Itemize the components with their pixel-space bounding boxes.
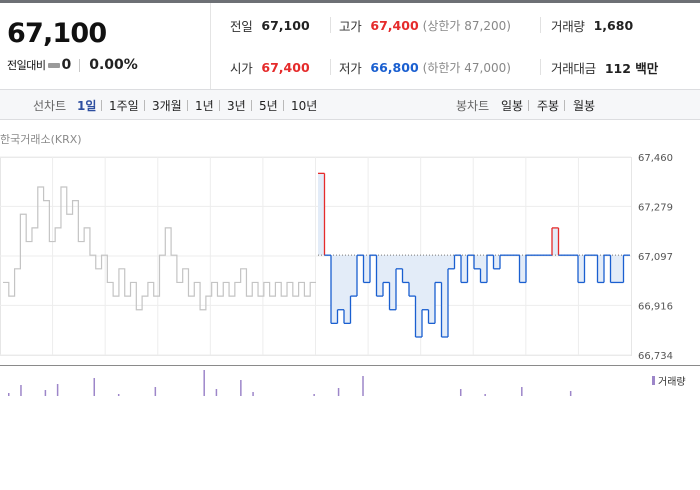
volume-bar [215, 389, 218, 396]
volume-bar [521, 387, 523, 396]
change-divider [79, 58, 81, 72]
info-divider [540, 17, 541, 33]
volume-label: 거래량 [551, 18, 585, 34]
period-tab-1y[interactable]: 1년 [195, 99, 214, 113]
period-divider [219, 100, 220, 111]
volume-bar [484, 394, 486, 396]
volume-bar [20, 385, 22, 396]
volume-bar [117, 394, 120, 396]
volume-bar [240, 380, 242, 396]
candle-tab-weekly[interactable]: 주봉 [537, 99, 560, 113]
low-value: 66,800 [370, 59, 419, 75]
trade-amount-cell: 거래대금 112 백만 [551, 58, 658, 76]
volume-bar [203, 370, 205, 396]
volume-legend: 거래량 [652, 373, 686, 388]
open-cell: 시가 67,400 [230, 58, 310, 76]
volume-bar [252, 392, 254, 396]
volume-bar [56, 384, 59, 396]
period-divider [251, 100, 252, 111]
change-rate: 0.00% [89, 57, 138, 73]
volume-bar [569, 391, 572, 396]
volume-value: 1,680 [593, 17, 634, 33]
quote-info-panel: 전일 67,100 고가 67,400 (상한가 87,200) 거래량 1,6… [210, 3, 700, 89]
info-divider [540, 59, 541, 75]
previous-session-line [3, 186, 316, 311]
prev-close-value: 67,100 [261, 17, 310, 33]
volume-bar [362, 376, 364, 396]
candle-divider [528, 100, 529, 111]
period-tab-10y[interactable]: 10년 [291, 99, 318, 113]
y-tick-label: 67,097 [638, 252, 673, 263]
volume-bar [337, 388, 340, 396]
high-value: 67,400 [370, 17, 419, 33]
upper-limit: (상한가 87,200) [422, 18, 511, 33]
candle-divider [564, 100, 565, 111]
y-tick-label: 67,460 [638, 153, 673, 164]
low-label: 저가 [339, 60, 362, 76]
volume-bar [93, 378, 96, 396]
volume-bar [154, 387, 157, 396]
change-value: 0 [61, 57, 72, 73]
volume-legend-label: 거래량 [658, 377, 686, 388]
prev-close-label: 전일 [230, 18, 253, 34]
open-label: 시가 [230, 60, 253, 76]
period-tab-5y[interactable]: 5년 [259, 99, 278, 113]
high-cell: 고가 67,400 (상한가 87,200) [339, 16, 511, 34]
period-tab-1d[interactable]: 1일 [77, 99, 97, 113]
info-divider [330, 59, 331, 75]
top-rule [0, 0, 700, 3]
period-divider [283, 100, 284, 111]
price-summary: 67,100 전일대비 0 0.00% [0, 3, 210, 89]
volume-bar [44, 390, 47, 396]
price-chart: 67,460 67,279 67,097 66,916 66,734 [0, 153, 700, 396]
period-divider [101, 100, 102, 111]
change-row: 전일대비 0 0.00% [7, 57, 138, 73]
period-divider [187, 100, 188, 111]
y-tick-label: 67,279 [638, 202, 673, 213]
trade-amount-label: 거래대금 [551, 60, 596, 76]
period-divider [144, 100, 145, 111]
low-cell: 저가 66,800 (하한가 47,000) [339, 58, 511, 76]
volume-cell: 거래량 1,680 [551, 16, 633, 34]
high-label: 고가 [339, 18, 362, 34]
open-value: 67,400 [261, 59, 310, 75]
y-tick-label: 66,734 [638, 351, 673, 362]
line-chart-label: 선차트 [33, 99, 67, 113]
candle-tab-monthly[interactable]: 월봉 [573, 99, 596, 113]
trade-amount-value: 112 백만 [604, 60, 659, 76]
period-tab-3m[interactable]: 3개월 [152, 99, 182, 113]
prev-close-cell: 전일 67,100 [230, 16, 310, 34]
info-divider [330, 17, 331, 33]
flat-dash-icon [48, 62, 61, 68]
change-label: 전일대비 [7, 59, 46, 72]
current-price: 67,100 [7, 18, 107, 49]
candle-chart-label: 봉차트 [456, 99, 490, 113]
period-tab-3y[interactable]: 3년 [227, 99, 246, 113]
period-tab-1w[interactable]: 1주일 [109, 99, 139, 113]
volume-swatch [652, 376, 655, 385]
volume-bar [8, 393, 10, 396]
chart-toolbar: 선차트 1일 1주일 3개월 1년 3년 5년 10년 봉차트 일봉 주봉 월봉 [0, 89, 700, 120]
chart-title: 한국거래소(KRX) [0, 133, 82, 146]
volume-bar [459, 389, 462, 396]
volume-bar [313, 394, 315, 396]
lower-limit: (하한가 47,000) [422, 60, 511, 75]
candle-tab-daily[interactable]: 일봉 [501, 99, 524, 113]
y-tick-label: 66,916 [638, 301, 673, 312]
